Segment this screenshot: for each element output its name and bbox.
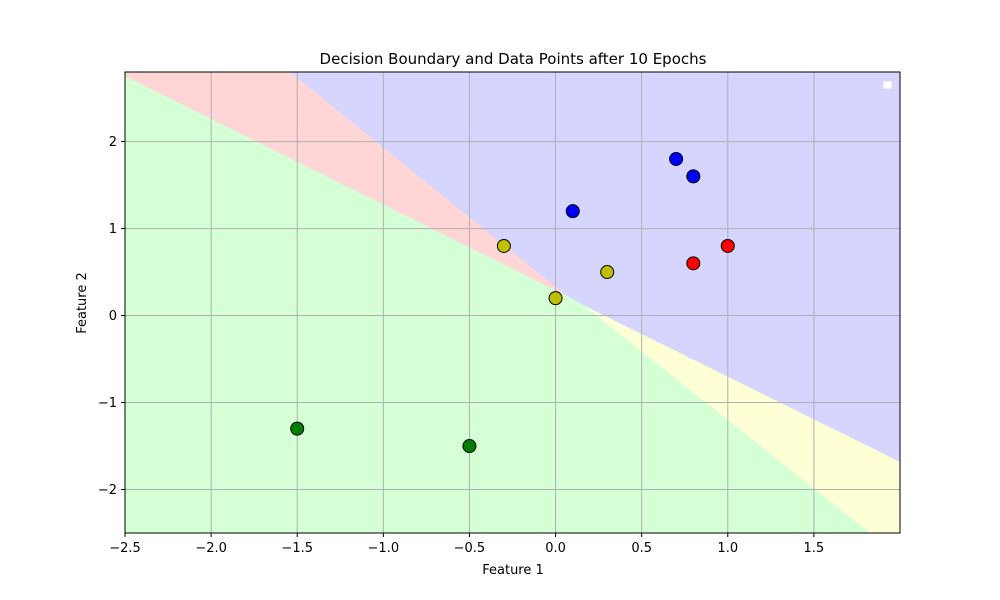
x-tick-label: −2.5: [109, 541, 141, 556]
y-tick-label: 2: [109, 135, 117, 150]
y-tick-label: −2: [98, 483, 117, 498]
grid: [124, 72, 900, 533]
y-tick-label: 0: [109, 309, 117, 324]
plot-frame: [124, 71, 901, 534]
axis-ticks: −2.5 −2.0 −1.5 −1.0 −0.5 0.0 0.5 1.0 1.5 −2 −1 0 1 2: [98, 135, 824, 556]
data-point-red: [720, 238, 735, 253]
y-tick-label: 1: [109, 222, 117, 237]
x-tick-label: 0.5: [631, 541, 652, 556]
region-yellow: [583, 305, 900, 533]
data-point-blue: [565, 204, 580, 219]
legend-box: [882, 80, 893, 90]
data-point-yellow: [496, 238, 511, 253]
x-tick-label: 1.0: [717, 541, 738, 556]
y-axis-label: Feature 2: [75, 272, 90, 334]
chart-title: Decision Boundary and Data Points after …: [320, 50, 707, 68]
decision-regions: [125, 72, 900, 533]
data-point-yellow: [600, 265, 615, 280]
data-point-yellow: [548, 291, 563, 306]
y-tick-label: −1: [98, 396, 117, 411]
x-tick-label: −0.5: [454, 541, 486, 556]
data-point-green: [462, 439, 477, 454]
region-green: [125, 76, 870, 533]
x-tick-label: 0.0: [545, 541, 566, 556]
data-point-blue: [669, 151, 684, 166]
x-tick-label: −1.0: [368, 541, 400, 556]
data-point-blue: [686, 169, 701, 184]
x-axis-label: Feature 1: [482, 563, 544, 578]
data-point-green: [290, 421, 305, 436]
region-red: [125, 72, 567, 296]
data-point-red: [686, 256, 701, 271]
x-tick-label: 1.5: [804, 541, 825, 556]
data-points: [290, 151, 735, 454]
x-tick-label: −2.0: [195, 541, 227, 556]
x-tick-label: −1.5: [281, 541, 313, 556]
